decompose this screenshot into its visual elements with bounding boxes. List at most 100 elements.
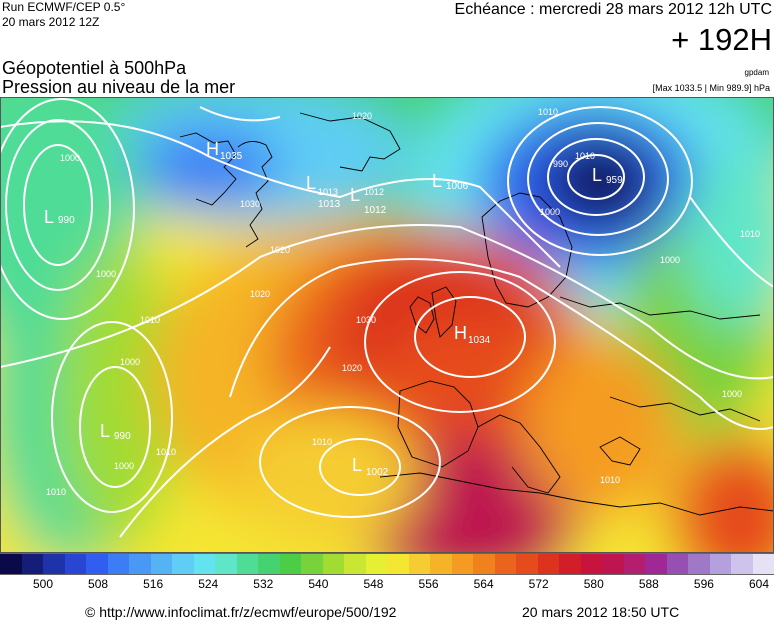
color-scale-tick-label: 524	[198, 577, 219, 591]
isobar-label: 1010	[575, 151, 595, 161]
low-center-value: 990	[114, 431, 131, 442]
color-scale-tick-label: 604	[748, 577, 770, 591]
color-scale-tick-label: 508	[88, 577, 109, 591]
low-center-letter: L	[306, 173, 316, 193]
color-scale-tick-label: 556	[418, 577, 439, 591]
color-scale-tick-label: 588	[638, 577, 659, 591]
color-scale-swatch	[129, 554, 151, 574]
pressure-centers: L 990 H 1035 L 1013 L 1012 L 1006 L 959 …	[44, 139, 623, 478]
low-center-value: 1012	[364, 205, 387, 216]
color-scale-swatch	[516, 554, 538, 574]
color-scale-swatch	[365, 554, 387, 574]
isobar-label: 1020	[270, 245, 290, 255]
color-scale-swatch	[301, 554, 323, 574]
isobar-label: 1010	[740, 229, 760, 239]
isobar-label: 1000	[96, 269, 116, 279]
low-center-letter: L	[44, 207, 54, 227]
weather-map: L 990 H 1035 L 1013 L 1012 L 1006 L 959 …	[0, 97, 774, 553]
color-scale-tick-label: 564	[473, 577, 494, 591]
isobar-label: 1010	[140, 315, 160, 325]
color-scale-swatch	[430, 554, 452, 574]
source-tag: gpdam	[744, 68, 769, 77]
color-scale-ticks: 500 508 516 524 532 540 548 556 564 572 580 588 596 6…	[0, 577, 774, 593]
isobar-label: 1000	[60, 153, 80, 163]
color-scale-swatch	[43, 554, 65, 574]
color-scale-swatch	[64, 554, 86, 574]
color-scale-swatch	[387, 554, 409, 574]
coastlines	[179, 112, 774, 516]
color-scale-swatch	[537, 554, 559, 574]
color-scale-swatch	[86, 554, 108, 574]
isobar-label: 1030	[240, 199, 260, 209]
low-center-letter: L	[100, 421, 110, 441]
color-scale-tick-label: 580	[583, 577, 604, 591]
color-scale-swatch	[172, 554, 194, 574]
color-scale-swatch	[666, 554, 688, 574]
isobar-label: 1010	[312, 437, 332, 447]
color-scale-swatch	[559, 554, 581, 574]
high-center-value: 1035	[220, 151, 243, 162]
color-scale-swatch	[602, 554, 624, 574]
isobar-label: 1010	[46, 487, 66, 497]
color-scale-swatch	[645, 554, 667, 574]
isobar-label: 1010	[538, 107, 558, 117]
low-center-letter: L	[592, 165, 602, 185]
color-scale-tick-label: 596	[693, 577, 714, 591]
high-center-letter: H	[454, 323, 467, 343]
color-scale-swatch	[258, 554, 280, 574]
color-scale-swatch	[731, 554, 753, 574]
color-scale-swatch	[451, 554, 473, 574]
isobar-label: 1012	[364, 187, 384, 197]
isobar-label: 1000	[114, 461, 134, 471]
low-center-letter: L	[352, 455, 362, 475]
low-center-letter: L	[350, 185, 360, 205]
run-date: 20 mars 2012 12Z	[2, 15, 100, 29]
color-scale-swatch	[344, 554, 366, 574]
color-scale-swatch	[494, 554, 516, 574]
low-center-value: 959	[606, 175, 623, 186]
color-scale-tick-label: 532	[253, 577, 274, 591]
isobar-label: 1010	[156, 447, 176, 457]
source-url: © http://www.infoclimat.fr/z/ecmwf/europ…	[85, 604, 397, 620]
isobar-label: 990	[553, 159, 568, 169]
max-min-readout: [Max 1033.5 | Min 989.9] hPa	[652, 83, 770, 93]
low-center-value: 1006	[446, 181, 469, 192]
color-scale-swatch	[623, 554, 645, 574]
low-center-value: 990	[58, 215, 75, 226]
color-scale-swatch	[408, 554, 430, 574]
color-scale-swatch	[688, 554, 710, 574]
color-scale-swatch	[0, 554, 22, 574]
color-scale-swatch	[322, 554, 344, 574]
low-center-letter: L	[432, 171, 442, 191]
color-scale-tick-label: 500	[32, 577, 54, 591]
generated-timestamp: 20 mars 2012 18:50 UTC	[522, 604, 680, 620]
isobar-label: 1000	[540, 207, 560, 217]
isobar-label: 1020	[250, 289, 270, 299]
color-scale-swatch	[150, 554, 172, 574]
color-scale-swatch	[21, 554, 43, 574]
color-scale-tick-label: 572	[528, 577, 549, 591]
isobars	[0, 98, 774, 538]
isobar-label: 1000	[722, 389, 742, 399]
color-scale-tick-label: 548	[363, 577, 384, 591]
forecast-hour: + 192H	[671, 22, 772, 57]
run-line: Run ECMWF/CEP 0.5°	[2, 0, 126, 14]
isobar-label: 1000	[120, 357, 140, 367]
color-scale-bar	[0, 553, 774, 575]
isobar-label: 1000	[660, 255, 680, 265]
color-scale-swatch	[193, 554, 215, 574]
color-scale-swatch	[236, 554, 258, 574]
geopotential-field	[0, 97, 774, 553]
map-title-line1: Géopotentiel à 500hPa	[2, 58, 187, 78]
isobar-label: 1030	[356, 315, 376, 325]
color-scale-swatch	[473, 554, 495, 574]
color-scale-swatch	[279, 554, 301, 574]
isobar-label: 1020	[342, 363, 362, 373]
isobar-labels: 1000 1020 1030 1010 1013 1012 1010 990 1…	[46, 107, 760, 497]
high-center-letter: H	[206, 139, 219, 159]
color-scale-swatch	[107, 554, 129, 574]
isobar-label: 1013	[318, 187, 338, 197]
isobar-label: 1010	[600, 475, 620, 485]
color-scale-swatch	[580, 554, 602, 574]
color-scale-swatch	[215, 554, 237, 574]
